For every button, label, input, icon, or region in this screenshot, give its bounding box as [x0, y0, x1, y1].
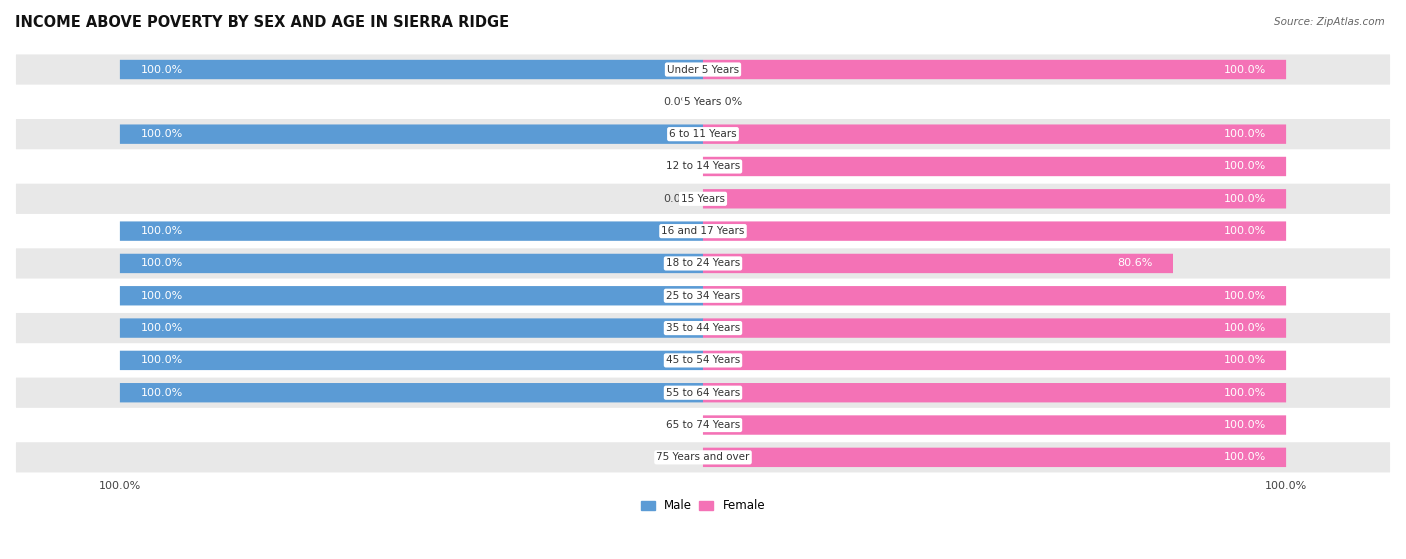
Text: 0.0%: 0.0% — [664, 452, 692, 462]
Text: 100.0%: 100.0% — [1265, 481, 1308, 491]
Text: 80.6%: 80.6% — [1118, 258, 1153, 268]
FancyBboxPatch shape — [120, 383, 703, 402]
FancyBboxPatch shape — [703, 448, 1286, 467]
Text: 100.0%: 100.0% — [141, 64, 183, 74]
FancyBboxPatch shape — [703, 415, 1286, 435]
FancyBboxPatch shape — [15, 377, 1391, 409]
Text: 100.0%: 100.0% — [141, 388, 183, 397]
Text: 65 to 74 Years: 65 to 74 Years — [666, 420, 740, 430]
FancyBboxPatch shape — [120, 221, 703, 241]
Text: 75 Years and over: 75 Years and over — [657, 452, 749, 462]
Legend: Male, Female: Male, Female — [636, 494, 770, 517]
Text: 100.0%: 100.0% — [141, 356, 183, 366]
FancyBboxPatch shape — [703, 350, 1286, 370]
FancyBboxPatch shape — [703, 319, 1286, 338]
Text: 100.0%: 100.0% — [1223, 323, 1265, 333]
Text: 16 and 17 Years: 16 and 17 Years — [661, 226, 745, 236]
Text: 100.0%: 100.0% — [1223, 291, 1265, 301]
Text: 18 to 24 Years: 18 to 24 Years — [666, 258, 740, 268]
FancyBboxPatch shape — [15, 118, 1391, 150]
FancyBboxPatch shape — [15, 247, 1391, 280]
FancyBboxPatch shape — [120, 254, 703, 273]
FancyBboxPatch shape — [120, 125, 703, 144]
Text: 0.0%: 0.0% — [664, 194, 692, 204]
Text: 6 to 11 Years: 6 to 11 Years — [669, 129, 737, 139]
FancyBboxPatch shape — [703, 125, 1286, 144]
FancyBboxPatch shape — [703, 254, 1173, 273]
Text: 100.0%: 100.0% — [1223, 356, 1265, 366]
Text: 100.0%: 100.0% — [1223, 194, 1265, 204]
FancyBboxPatch shape — [120, 286, 703, 305]
Text: 0.0%: 0.0% — [664, 97, 692, 107]
FancyBboxPatch shape — [703, 60, 1286, 79]
FancyBboxPatch shape — [703, 383, 1286, 402]
FancyBboxPatch shape — [120, 319, 703, 338]
FancyBboxPatch shape — [703, 189, 1286, 209]
FancyBboxPatch shape — [703, 157, 1286, 176]
Text: 100.0%: 100.0% — [141, 129, 183, 139]
Text: 100.0%: 100.0% — [98, 481, 141, 491]
Text: 25 to 34 Years: 25 to 34 Years — [666, 291, 740, 301]
Text: 100.0%: 100.0% — [1223, 452, 1265, 462]
FancyBboxPatch shape — [15, 441, 1391, 473]
Text: 12 to 14 Years: 12 to 14 Years — [666, 162, 740, 172]
FancyBboxPatch shape — [120, 350, 703, 370]
FancyBboxPatch shape — [15, 53, 1391, 86]
Text: 35 to 44 Years: 35 to 44 Years — [666, 323, 740, 333]
Text: 100.0%: 100.0% — [141, 226, 183, 236]
Text: 0.0%: 0.0% — [664, 162, 692, 172]
Text: 0.0%: 0.0% — [714, 97, 742, 107]
Text: 0.0%: 0.0% — [664, 420, 692, 430]
FancyBboxPatch shape — [15, 183, 1391, 215]
FancyBboxPatch shape — [15, 312, 1391, 344]
Text: 100.0%: 100.0% — [1223, 129, 1265, 139]
FancyBboxPatch shape — [703, 221, 1286, 241]
Text: 100.0%: 100.0% — [1223, 162, 1265, 172]
Text: Under 5 Years: Under 5 Years — [666, 64, 740, 74]
Text: 100.0%: 100.0% — [141, 291, 183, 301]
Text: INCOME ABOVE POVERTY BY SEX AND AGE IN SIERRA RIDGE: INCOME ABOVE POVERTY BY SEX AND AGE IN S… — [15, 15, 509, 30]
Text: Source: ZipAtlas.com: Source: ZipAtlas.com — [1274, 17, 1385, 27]
Text: 100.0%: 100.0% — [1223, 64, 1265, 74]
Text: 100.0%: 100.0% — [1223, 420, 1265, 430]
FancyBboxPatch shape — [120, 60, 703, 79]
Text: 45 to 54 Years: 45 to 54 Years — [666, 356, 740, 366]
Text: 100.0%: 100.0% — [1223, 226, 1265, 236]
Text: 15 Years: 15 Years — [681, 194, 725, 204]
Text: 100.0%: 100.0% — [141, 323, 183, 333]
FancyBboxPatch shape — [703, 286, 1286, 305]
Text: 55 to 64 Years: 55 to 64 Years — [666, 388, 740, 397]
Text: 100.0%: 100.0% — [141, 258, 183, 268]
Text: 100.0%: 100.0% — [1223, 388, 1265, 397]
Text: 5 Years: 5 Years — [685, 97, 721, 107]
